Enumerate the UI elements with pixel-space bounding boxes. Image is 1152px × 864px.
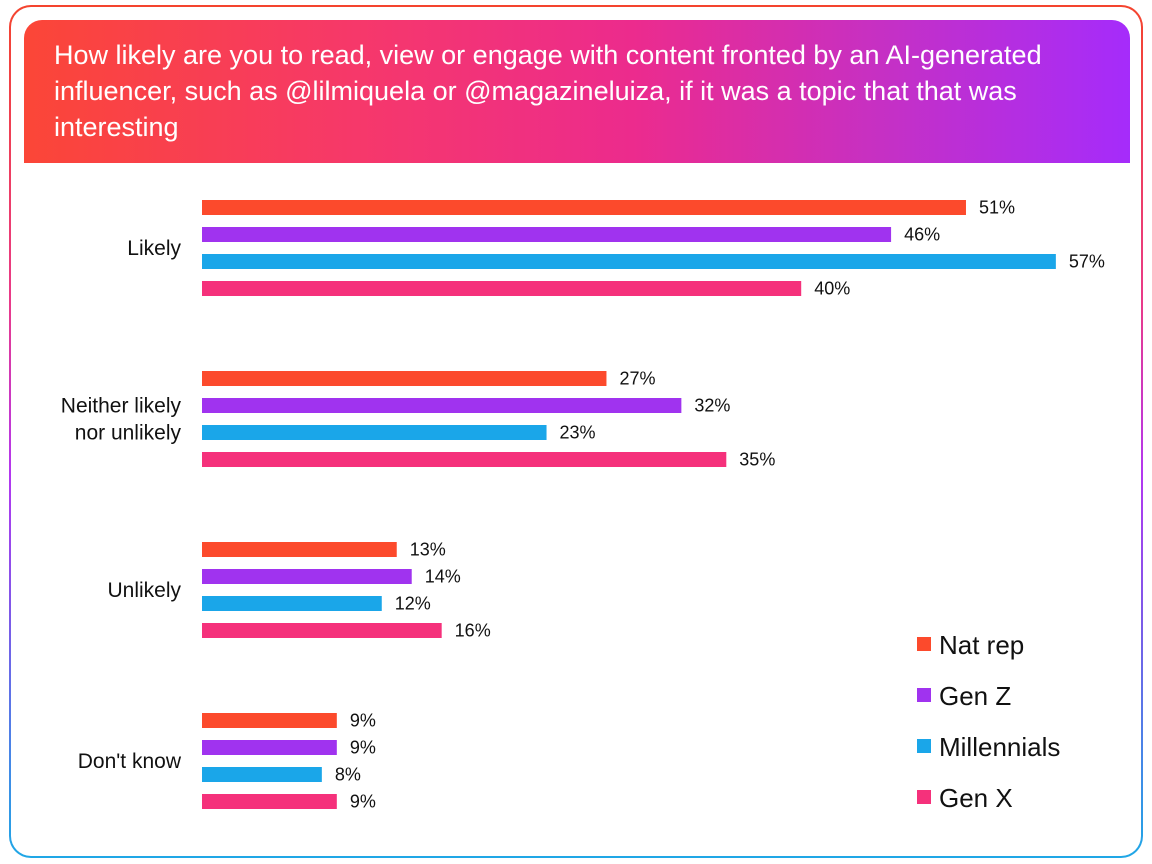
data-label: 23% xyxy=(560,423,596,443)
bar-gen-x xyxy=(202,623,442,638)
bar-gen-x xyxy=(202,794,337,809)
legend-swatch xyxy=(917,637,931,651)
data-label: 57% xyxy=(1069,252,1105,272)
data-label: 9% xyxy=(350,792,376,812)
data-label: 14% xyxy=(425,567,461,587)
data-label: 9% xyxy=(350,738,376,758)
bars xyxy=(202,200,1056,809)
category-label: nor unlikely xyxy=(75,422,182,445)
legend-label: Gen Z xyxy=(939,681,1011,711)
data-label: 13% xyxy=(410,540,446,560)
bar-nat-rep xyxy=(202,713,337,728)
legend-label: Gen X xyxy=(939,783,1013,813)
data-label: 12% xyxy=(395,594,431,614)
legend: Nat rep Gen Z Millennials Gen X xyxy=(917,630,1060,813)
legend-swatch xyxy=(917,688,931,702)
bar-nat-rep xyxy=(202,371,607,386)
data-label: 51% xyxy=(979,198,1015,218)
value-labels: 51% 46% 57% 40% 27% 32% 23% 35% 13% 14% 12% 16% 9% 9%… xyxy=(335,198,1105,812)
bar-gen-z xyxy=(202,569,412,584)
data-label: 40% xyxy=(814,279,850,299)
bar-millennials xyxy=(202,254,1056,269)
chart-card: How likely are you to read, view or enga… xyxy=(11,7,1141,856)
chart-frame: How likely are you to read, view or enga… xyxy=(9,5,1143,858)
legend-label: Millennials xyxy=(939,732,1060,762)
bar-gen-x xyxy=(202,281,802,296)
bar-gen-z xyxy=(202,227,892,242)
category-label: Unlikely xyxy=(107,579,181,602)
chart-title: How likely are you to read, view or enga… xyxy=(54,40,1042,142)
bar-millennials xyxy=(202,425,547,440)
bar-nat-rep xyxy=(202,200,966,215)
data-label: 8% xyxy=(335,765,361,785)
bar-gen-z xyxy=(202,398,682,413)
chart-header: How likely are you to read, view or enga… xyxy=(24,20,1130,163)
legend-label: Nat rep xyxy=(939,630,1024,660)
category-label: Neither likely xyxy=(61,395,182,418)
bar-millennials xyxy=(202,767,322,782)
category-label: Likely xyxy=(127,237,181,260)
bar-millennials xyxy=(202,596,382,611)
bar-nat-rep xyxy=(202,542,397,557)
data-label: 9% xyxy=(350,711,376,731)
data-label: 32% xyxy=(694,396,730,416)
bar-gen-x xyxy=(202,452,727,467)
data-label: 16% xyxy=(455,621,491,641)
category-label: Don't know xyxy=(78,750,182,773)
legend-swatch xyxy=(917,790,931,804)
bar-gen-z xyxy=(202,740,337,755)
legend-swatch xyxy=(917,739,931,753)
data-label: 35% xyxy=(739,450,775,470)
category-labels: Likely Neither likely nor unlikely Unlikely… xyxy=(61,237,182,773)
data-label: 27% xyxy=(619,369,655,389)
data-label: 46% xyxy=(904,225,940,245)
